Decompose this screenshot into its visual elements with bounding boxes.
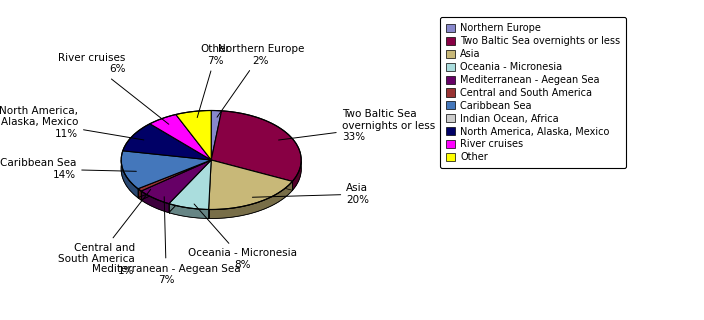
- Polygon shape: [150, 115, 211, 160]
- Text: Northern Europe
2%: Northern Europe 2%: [217, 44, 304, 117]
- Polygon shape: [138, 189, 141, 200]
- Polygon shape: [169, 160, 211, 210]
- Ellipse shape: [121, 119, 301, 219]
- Text: Caribbean Sea
14%: Caribbean Sea 14%: [0, 158, 137, 180]
- Polygon shape: [169, 204, 208, 218]
- Text: Other
7%: Other 7%: [197, 44, 231, 117]
- Legend: Northern Europe, Two Baltic Sea overnights or less, Asia, Oceania - Micronesia, : Northern Europe, Two Baltic Sea overnigh…: [440, 17, 626, 168]
- Polygon shape: [141, 191, 169, 212]
- Polygon shape: [208, 160, 292, 210]
- Text: Oceania - Micronesia
8%: Oceania - Micronesia 8%: [188, 204, 297, 270]
- Polygon shape: [121, 151, 211, 189]
- Polygon shape: [122, 124, 211, 160]
- Text: Two Baltic Sea
overnights or less
33%: Two Baltic Sea overnights or less 33%: [279, 109, 435, 142]
- Polygon shape: [138, 160, 211, 191]
- Text: Central and
South America
1%: Central and South America 1%: [58, 189, 151, 276]
- Polygon shape: [121, 160, 138, 198]
- Polygon shape: [141, 160, 211, 204]
- Text: River cruises
6%: River cruises 6%: [58, 53, 169, 124]
- Polygon shape: [211, 111, 301, 181]
- Polygon shape: [211, 110, 222, 160]
- Polygon shape: [176, 110, 211, 160]
- Text: Asia
20%: Asia 20%: [253, 183, 369, 205]
- Polygon shape: [208, 181, 292, 219]
- Polygon shape: [292, 161, 301, 190]
- Text: Mediterranean - Aegean Sea
7%: Mediterranean - Aegean Sea 7%: [92, 197, 241, 285]
- Text: North America,
Alaska, Mexico
11%: North America, Alaska, Mexico 11%: [0, 106, 144, 140]
